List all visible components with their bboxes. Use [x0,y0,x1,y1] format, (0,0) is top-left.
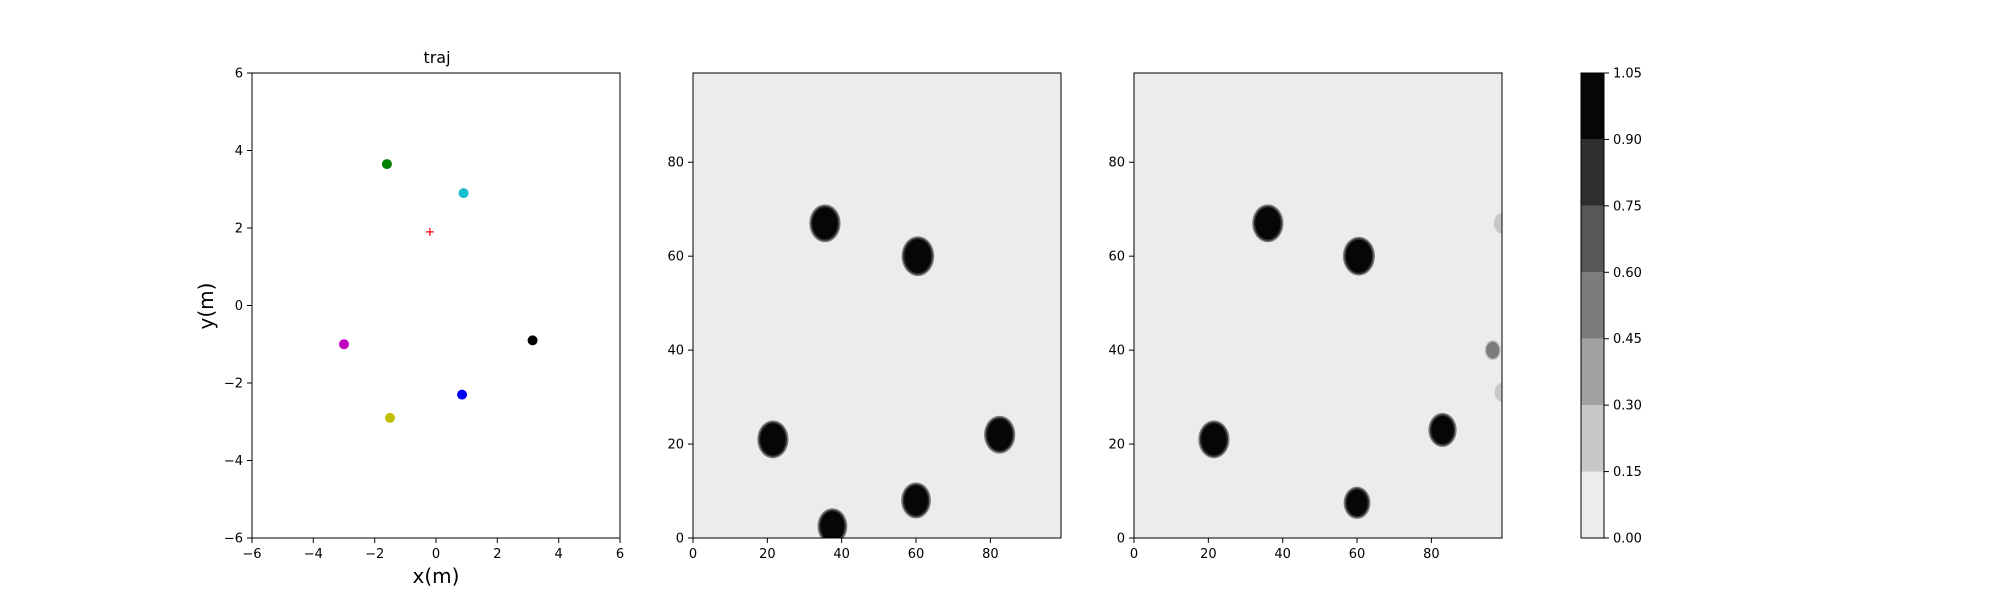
heatmap-blob [901,236,935,277]
trajectory-points [339,159,538,423]
trajectory-xtick-label: −2 [365,547,384,562]
trajectory-ticks: −6 −4 −2 0 2 4 6 −6 −4 −2 0 2 4 6 [224,67,624,563]
trajectory-title: traj [423,48,450,67]
trajectory-ytick-label: 0 [235,299,243,314]
heatmap-blob [1343,486,1371,519]
heatmap-blob [1493,381,1502,404]
trajectory-point [457,389,468,400]
trajectory-plot: traj −6 −4 −2 0 2 4 6 −6 −4 −2 0 2 4 6 x(m) y(m) [194,48,624,588]
heatmap-1-frame [692,72,1062,539]
trajectory-ytick-label: 2 [235,222,243,237]
heatmap-blob [809,204,841,243]
heatmap-1-xtick-label: 40 [833,547,850,562]
trajectory-ytick-label: 6 [235,67,243,82]
heatmap-1-xtick-label: 80 [982,547,999,562]
heatmap-blob [901,482,931,519]
trajectory-xlabel: x(m) [413,564,460,588]
colorbar-tick-label: 0.45 [1613,332,1642,347]
colorbar-bands [1581,73,1604,538]
heatmap-blob [984,415,1016,454]
heatmap-2-xtick-label: 40 [1274,547,1291,562]
heatmap-1-blobs [757,204,1016,538]
heatmap-blob [757,420,789,459]
trajectory-frame [251,72,621,539]
heatmap-1-xtick-label: 0 [689,547,697,562]
colorbar-frame [1580,72,1605,539]
heatmap-2-cells [1198,204,1502,519]
colorbar-band [1581,338,1604,406]
colorbar-band [1581,73,1604,140]
trajectory-point [527,335,538,346]
colorbar-tick-label: 0.15 [1613,465,1642,480]
trajectory-xtick-label: −4 [304,547,323,562]
trajectory-ytick-label: −4 [224,454,243,469]
heatmap-plot-2: 0 20 40 60 80 0 20 40 60 80 [1108,72,1503,562]
heatmap-2-ytick-label: 80 [1108,156,1125,171]
heatmap-2-xtick-label: 80 [1423,547,1440,562]
trajectory-ytick-label: −6 [224,532,243,547]
heatmap-plot-1: 0 20 40 60 80 0 20 40 60 80 [667,72,1062,562]
heatmap-blob [1198,420,1230,459]
heatmap-1-ytick-label: 20 [667,438,684,453]
heatmap-2-ytick-label: 40 [1108,344,1125,359]
heatmap-1-ytick-label: 80 [667,156,684,171]
trajectory-point [458,188,469,199]
target-marker [425,227,434,236]
trajectory-ytick-label: −2 [224,377,243,392]
colorbar-tick-label: 1.05 [1613,67,1642,82]
heatmap-2-blobs [1198,204,1502,519]
heatmap-2-ticks: 0 20 40 60 80 0 20 40 60 80 [1108,156,1439,562]
heatmap-2-frame [1133,72,1503,539]
colorbar: 0.00 0.15 0.30 0.45 0.60 0.75 0.90 1.05 [1580,67,1642,547]
trajectory-point [381,159,392,170]
colorbar-tick-label: 0.75 [1613,199,1642,214]
heatmap-2-ytick-label: 20 [1108,438,1125,453]
heatmap-2-xtick-label: 20 [1200,547,1217,562]
heatmap-1-background [693,73,1061,538]
heatmap-2-xtick-label: 60 [1349,547,1366,562]
colorbar-band [1581,405,1604,472]
colorbar-band [1581,139,1604,206]
colorbar-band [1581,205,1604,273]
colorbar-tick-label: 0.30 [1613,399,1642,414]
trajectory-xtick-label: 4 [555,547,563,562]
colorbar-ticks: 0.00 0.15 0.30 0.45 0.60 0.75 0.90 1.05 [1604,67,1642,547]
heatmap-2-background [1134,73,1502,538]
heatmap-blob [1428,412,1457,448]
heatmap-blob [1484,340,1501,361]
trajectory-xtick-label: 2 [493,547,501,562]
heatmap-blob [817,508,848,538]
heatmap-blob [1252,204,1284,243]
trajectory-xtick-label: 6 [616,547,624,562]
heatmap-1-ytick-label: 40 [667,344,684,359]
heatmap-1-ticks: 0 20 40 60 80 0 20 40 60 80 [667,156,998,562]
heatmap-2-ytick-label: 60 [1108,250,1125,265]
trajectory-ytick-label: 4 [235,144,243,159]
heatmap-2-xtick-label: 0 [1130,547,1138,562]
heatmap-1-xtick-label: 60 [908,547,925,562]
colorbar-tick-label: 0.60 [1613,266,1642,281]
heatmap-1-cells [757,204,1016,538]
heatmap-blob [1342,236,1375,276]
trajectory-xtick-label: −6 [242,547,261,562]
heatmap-1-ytick-label: 0 [676,532,684,547]
heatmap-1-ytick-label: 60 [667,250,684,265]
heatmap-2-ytick-label: 0 [1117,532,1125,547]
trajectory-point [339,339,349,350]
trajectory-xtick-label: 0 [432,547,440,562]
colorbar-tick-label: 0.90 [1613,133,1642,148]
colorbar-band [1581,471,1604,538]
trajectory-ylabel: y(m) [194,283,218,330]
heatmap-1-xtick-label: 20 [759,547,776,562]
trajectory-point [385,412,395,423]
colorbar-band [1581,272,1604,339]
colorbar-tick-label: 0.00 [1613,532,1642,547]
heatmap-blob [1492,211,1502,236]
